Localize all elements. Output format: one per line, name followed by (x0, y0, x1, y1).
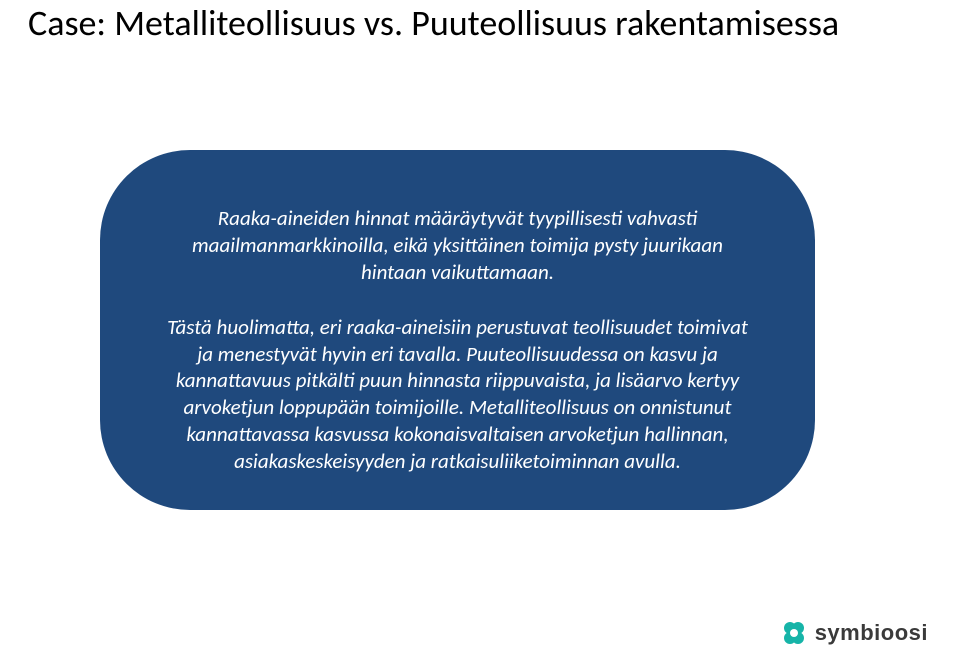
page-title: Case: Metalliteollisuus vs. Puuteollisuu… (28, 2, 932, 44)
logo: symbioosi (779, 618, 928, 648)
logo-mark-icon (779, 618, 809, 648)
logo-text: symbioosi (815, 620, 928, 646)
content-bubble: Raaka-aineiden hinnat määräytyvät tyypil… (100, 150, 815, 510)
bubble-paragraph: Raaka-aineiden hinnat määräytyvät tyypil… (162, 205, 753, 286)
slide: Case: Metalliteollisuus vs. Puuteollisuu… (0, 0, 960, 668)
bubble-paragraph: Tästä huolimatta, eri raaka-aineisiin pe… (162, 314, 753, 475)
